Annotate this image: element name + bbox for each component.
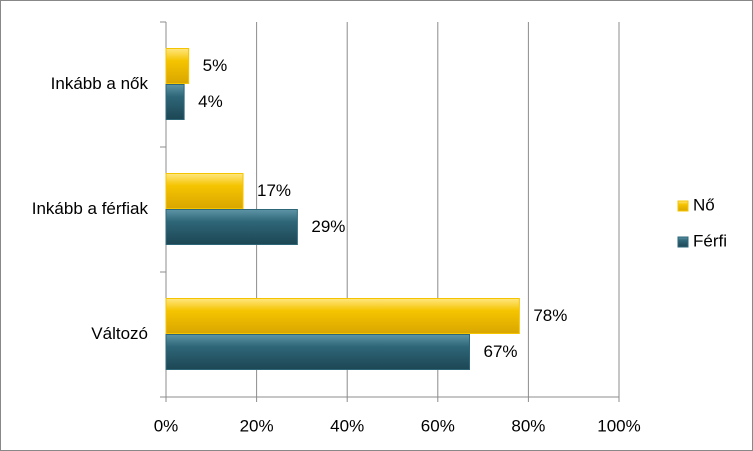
data-label: 29% (311, 217, 345, 236)
x-tick-label: 20% (240, 416, 274, 435)
x-tick-label: 40% (330, 416, 364, 435)
data-label: 5% (203, 56, 228, 75)
legend-label: Nő (693, 195, 715, 214)
data-label: 78% (533, 306, 567, 325)
bar (165, 48, 190, 84)
legend-swatch (677, 236, 689, 248)
bar (165, 334, 471, 370)
bar (165, 209, 298, 245)
y-tick-label: Inkább a nők (51, 74, 149, 93)
x-tick-label: 80% (511, 416, 545, 435)
data-label: 67% (484, 342, 518, 361)
x-tick-label: 100% (597, 416, 640, 435)
bar (165, 84, 185, 120)
bar (165, 173, 244, 209)
x-tick-label: 0% (154, 416, 179, 435)
bar (165, 298, 520, 334)
legend-label: Férfi (693, 231, 727, 250)
legend-swatch (677, 200, 689, 212)
x-tick-label: 60% (421, 416, 455, 435)
y-tick-label: Inkább a férfiak (32, 199, 149, 218)
y-tick-label: Változó (91, 324, 148, 343)
data-label: 17% (257, 181, 291, 200)
data-label: 4% (198, 92, 223, 111)
